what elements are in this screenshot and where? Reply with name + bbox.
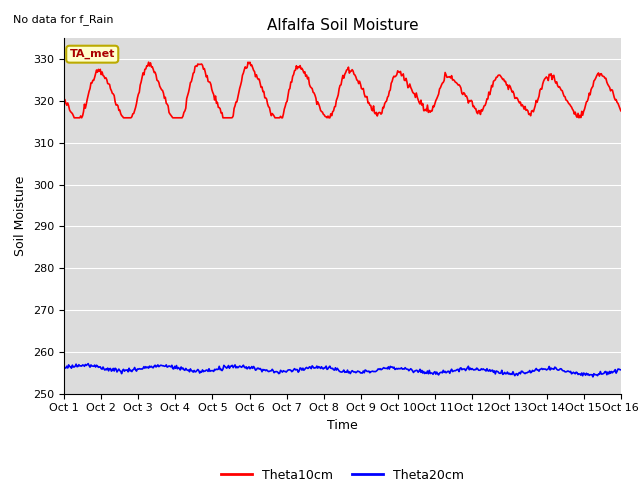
Theta20cm [389,365,397,371]
Text: TA_met: TA_met [70,49,115,60]
Line: Theta10cm: Theta10cm [64,62,621,118]
Theta10cm [390,73,398,79]
Theta20cm [313,363,321,369]
Line: Theta20cm: Theta20cm [64,364,621,377]
Theta20cm [204,369,212,374]
Y-axis label: Soil Moisture: Soil Moisture [15,176,28,256]
Theta20cm [433,369,440,375]
Theta20cm [617,367,625,373]
Theta20cm [159,363,167,369]
Legend: Theta10cm, Theta20cm: Theta10cm, Theta20cm [216,464,469,480]
Theta20cm [480,367,488,372]
Theta10cm [314,99,322,105]
Theta10cm [161,96,168,101]
Theta10cm [481,103,489,108]
Text: No data for f_Rain: No data for f_Rain [13,14,113,25]
Title: Alfalfa Soil Moisture: Alfalfa Soil Moisture [267,18,418,33]
Theta20cm [589,374,596,380]
X-axis label: Time: Time [327,419,358,432]
Theta10cm [60,96,68,102]
Theta10cm [70,115,78,120]
Theta10cm [145,60,152,65]
Theta10cm [205,79,213,85]
Theta10cm [434,94,442,99]
Theta20cm [60,364,68,370]
Theta10cm [617,108,625,114]
Theta20cm [84,361,92,367]
